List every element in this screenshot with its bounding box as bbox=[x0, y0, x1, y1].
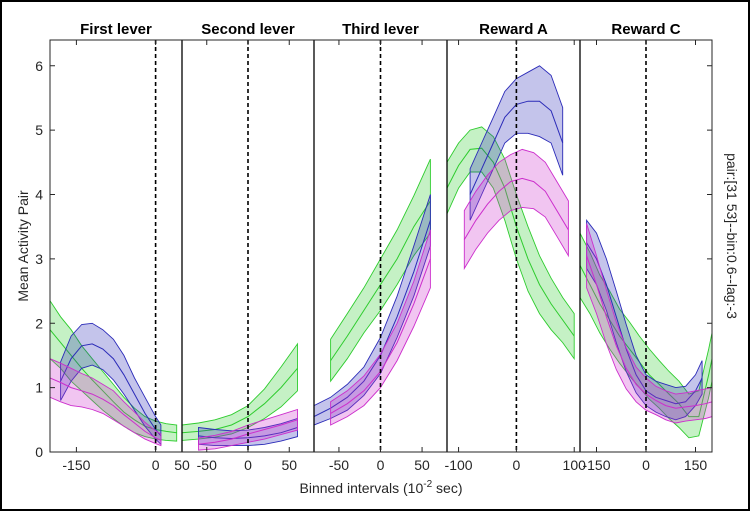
panel-4-magenta-mean-line bbox=[586, 255, 712, 409]
panel-0-magenta-band bbox=[50, 358, 162, 447]
panel-4-xtick-label: 0 bbox=[642, 457, 650, 473]
y-axis-label: Mean Activity Pair bbox=[15, 190, 31, 302]
panel-0-xtick-label: -150 bbox=[62, 457, 90, 473]
panel-0-xtick-label: 50 bbox=[174, 457, 190, 473]
panel-1-magenta-band bbox=[198, 408, 298, 451]
side-label: pair:[31 53]--bin:0.6--lag:-3 bbox=[724, 153, 740, 319]
panel-3-green-band bbox=[447, 126, 575, 361]
plot-border bbox=[49, 39, 713, 453]
panel-2-green-mean-line bbox=[330, 200, 431, 361]
panel-1-xtick-label: 0 bbox=[244, 457, 252, 473]
panel-1-xtick-label: -50 bbox=[197, 457, 217, 473]
panel-4-xtick-label: 150 bbox=[684, 457, 708, 473]
panel-0-green-band bbox=[50, 299, 178, 442]
panel-3-title: Reward A bbox=[479, 21, 548, 38]
panel-1-blue-mean-line bbox=[198, 427, 298, 440]
panel-1-green-mean-line bbox=[182, 367, 298, 434]
ytick-label: 5 bbox=[35, 122, 43, 138]
panel-0-blue-mean-line bbox=[60, 343, 162, 437]
panel-4-series-group bbox=[580, 218, 712, 439]
panel-2-xtick-label: -50 bbox=[329, 457, 349, 473]
ytick-label: 2 bbox=[35, 315, 43, 331]
panel-3-xtick-label: 0 bbox=[512, 457, 520, 473]
panel-1-xtick-label: 50 bbox=[281, 457, 297, 473]
panel-0-magenta-mean-line bbox=[50, 377, 162, 441]
panel-1-title: Second lever bbox=[201, 21, 295, 38]
panel-4-green-mean-line bbox=[580, 265, 712, 418]
panel-4-magenta-band bbox=[586, 223, 712, 424]
panel-2-title: Third lever bbox=[342, 21, 419, 38]
ytick-label: 6 bbox=[35, 58, 43, 74]
panel-4-green-band bbox=[580, 232, 712, 439]
ytick-label: 1 bbox=[35, 380, 43, 396]
panel-2-xtick-label: 0 bbox=[377, 457, 385, 473]
panel-0-title: First lever bbox=[80, 21, 152, 38]
panel-3-xtick-label: 100 bbox=[563, 457, 587, 473]
panel-0-series-group bbox=[50, 299, 178, 447]
x-axis-label: Binned intervals (10-2 sec) bbox=[300, 479, 463, 496]
panel-2-blue-mean-line bbox=[314, 220, 431, 418]
ytick-label: 3 bbox=[35, 251, 43, 267]
panel-4-title: Reward C bbox=[611, 21, 680, 38]
panel-3-xtick-label: -100 bbox=[445, 457, 473, 473]
ytick-label: 0 bbox=[35, 444, 43, 460]
panel-2-xtick-label: 50 bbox=[414, 457, 430, 473]
panel-3-green-mean-line bbox=[447, 147, 575, 337]
ytick-label: 4 bbox=[35, 187, 43, 203]
panel-0-xtick-label: 0 bbox=[152, 457, 160, 473]
panel-4-xtick-label: -150 bbox=[582, 457, 610, 473]
